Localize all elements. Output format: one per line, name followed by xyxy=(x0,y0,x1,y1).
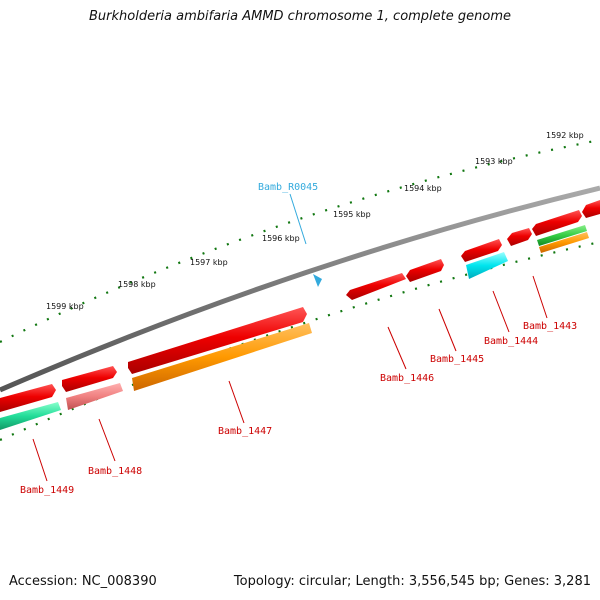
gene-bar-1447-fwd[interactable] xyxy=(128,307,307,374)
gene-label-1446[interactable]: Bamb_1446 xyxy=(380,373,434,384)
callout-line-1446 xyxy=(387,326,407,370)
genome-summary-text: Topology: circular; Length: 3,556,545 bp… xyxy=(233,574,591,589)
ruler-label: 1599 kbp xyxy=(46,302,84,311)
reverse-strand-genes xyxy=(0,225,589,430)
rna-marker-icon[interactable] xyxy=(313,274,322,287)
ruler-label: 1598 kbp xyxy=(118,280,156,289)
callout-line-1445 xyxy=(438,308,457,352)
gene-label-1448[interactable]: Bamb_1448 xyxy=(88,466,142,477)
gene-label-1449[interactable]: Bamb_1449 xyxy=(20,485,74,496)
callout-lines xyxy=(32,193,548,482)
gene-label-r0045[interactable]: Bamb_R0045 xyxy=(258,182,318,193)
gene-bar-1443-fwd[interactable] xyxy=(532,210,582,236)
gene-bar-1443-rev-orange[interactable] xyxy=(539,232,589,253)
gene-bar-fwd-b[interactable] xyxy=(582,200,600,218)
gene-bar-fwd-a[interactable] xyxy=(507,228,532,246)
gene-label-1445[interactable]: Bamb_1445 xyxy=(430,354,484,365)
accession-text: Accession: NC_008390 xyxy=(9,574,157,589)
gene-bar-1449-fwd[interactable] xyxy=(0,384,56,412)
gene-bar-1444-fwd[interactable] xyxy=(461,239,502,262)
callout-line-1447 xyxy=(228,380,245,424)
gene-bar-1443-rev-green[interactable] xyxy=(537,225,587,246)
ruler-label: 1593 kbp xyxy=(475,157,513,166)
gene-label-1443[interactable]: Bamb_1443 xyxy=(523,321,577,332)
gene-bar-1447-rev[interactable] xyxy=(132,323,312,391)
map-title: Burkholderia ambifaria AMMD chromosome 1… xyxy=(88,9,512,24)
ruler-label: 1592 kbp xyxy=(546,131,584,140)
callout-line-1449 xyxy=(32,438,48,482)
gene-label-1447[interactable]: Bamb_1447 xyxy=(218,426,272,437)
gene-bar-1444-rev[interactable] xyxy=(466,252,508,279)
callout-line-1444 xyxy=(492,290,510,333)
gene-bar-1446-fwd[interactable] xyxy=(346,273,406,300)
callout-line-1443 xyxy=(532,275,548,319)
callout-line-r0045 xyxy=(289,193,307,245)
gene-label-1444[interactable]: Bamb_1444 xyxy=(484,336,538,347)
ruler-label: 1597 kbp xyxy=(190,258,228,267)
gene-bar-1448-rev[interactable] xyxy=(66,383,123,410)
forward-strand-genes xyxy=(0,200,600,412)
callout-line-1448 xyxy=(98,418,116,462)
gene-bar-1449-rev[interactable] xyxy=(0,402,61,430)
chromosome-backbone xyxy=(0,185,600,393)
ruler-label: 1595 kbp xyxy=(333,210,371,219)
ruler-label: 1594 kbp xyxy=(404,184,442,193)
ruler-label: 1596 kbp xyxy=(262,234,300,243)
gene-bar-1445-fwd[interactable] xyxy=(406,259,444,282)
gene-bar-1448-fwd[interactable] xyxy=(62,366,117,392)
